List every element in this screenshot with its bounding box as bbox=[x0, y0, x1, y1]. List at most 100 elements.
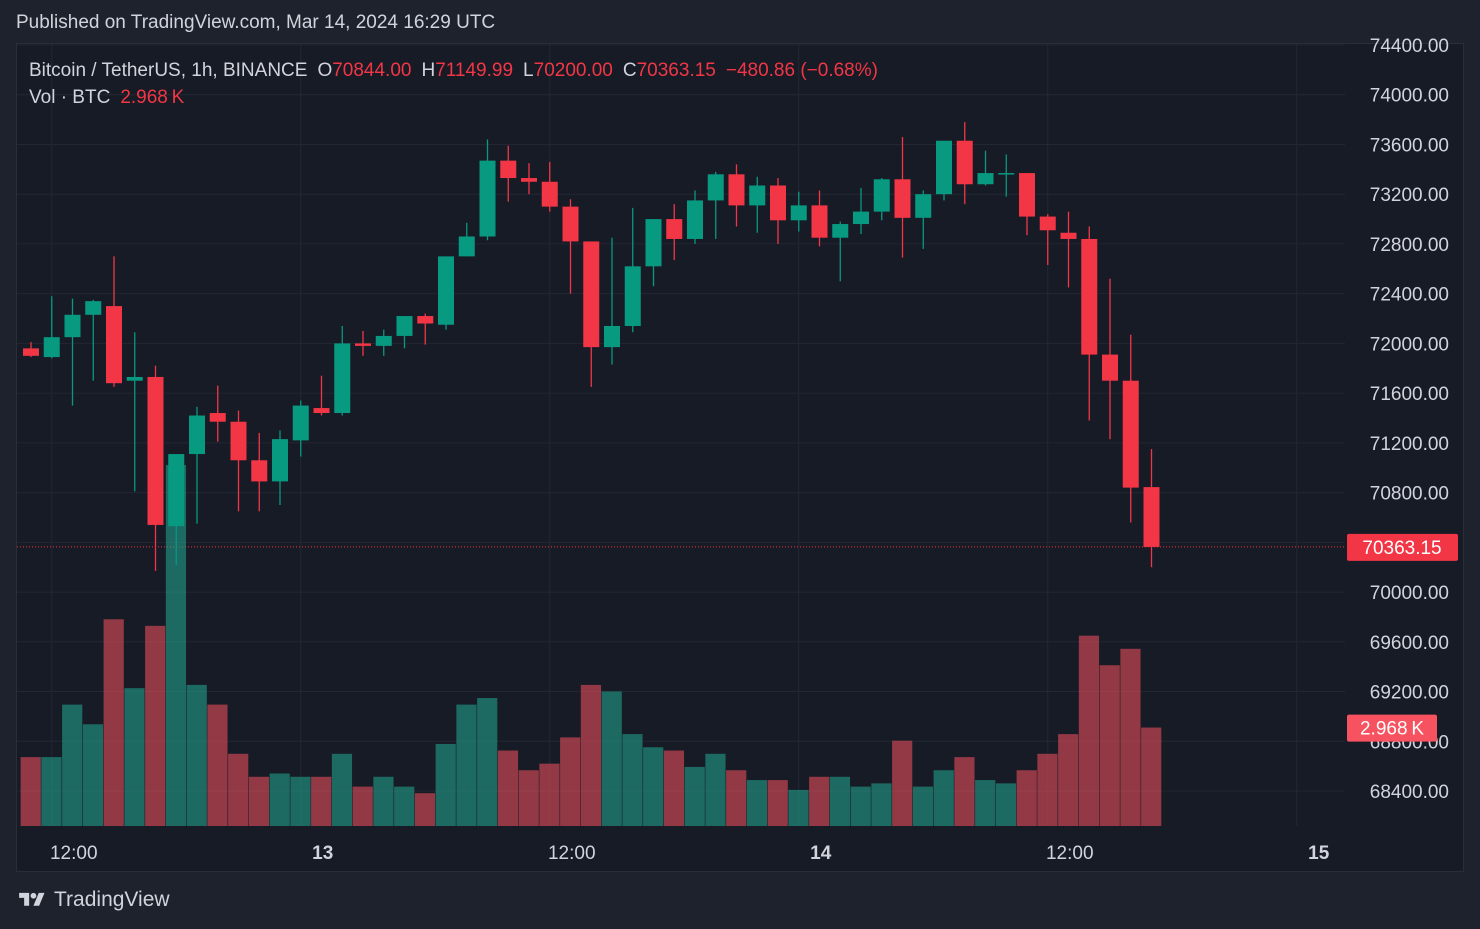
volume-bar bbox=[477, 698, 498, 826]
candle-body bbox=[272, 439, 288, 482]
volume-bar bbox=[560, 737, 581, 826]
volume-bar bbox=[539, 763, 560, 826]
volume-bar bbox=[435, 743, 456, 826]
footer-brand[interactable]: TradingView bbox=[16, 888, 170, 912]
y-axis-tick-label: 73200.00 bbox=[1370, 185, 1449, 206]
last-volume-label: 2.968 K bbox=[1360, 719, 1424, 740]
volume-bar bbox=[352, 786, 373, 826]
candle-body bbox=[251, 460, 268, 482]
volume-bar bbox=[456, 704, 477, 826]
x-axis-tick-label: 12:00 bbox=[548, 843, 596, 864]
candle-layer bbox=[23, 122, 1160, 571]
volume-bar bbox=[82, 724, 104, 826]
candle-body bbox=[126, 376, 143, 381]
legend-volume-row: Vol · BTC 2.968 K bbox=[29, 84, 878, 111]
volume-bar bbox=[601, 691, 622, 826]
volume-bar bbox=[1058, 734, 1079, 826]
legend-symbol[interactable]: Bitcoin / TetherUS, 1h, BINANCE bbox=[29, 60, 308, 81]
candle-body bbox=[832, 224, 849, 238]
footer-brand-label: TradingView bbox=[54, 888, 170, 911]
y-axis-tick-label: 68400.00 bbox=[1370, 782, 1449, 803]
candle-body bbox=[562, 206, 579, 242]
volume-bar bbox=[643, 747, 664, 826]
volume-bar bbox=[809, 776, 830, 826]
candle-body bbox=[147, 376, 164, 525]
volume-bar bbox=[1120, 648, 1141, 826]
volume-bar bbox=[248, 776, 270, 826]
volume-bar bbox=[165, 465, 187, 826]
x-axis-tick-label: 12:00 bbox=[1046, 843, 1094, 864]
chart-frame[interactable] bbox=[16, 43, 1464, 872]
volume-bar bbox=[41, 757, 62, 826]
candle-body bbox=[106, 306, 122, 384]
legend-high-label: H bbox=[421, 60, 436, 81]
x-axis-tick-label: 14 bbox=[810, 843, 832, 864]
volume-bar bbox=[1078, 635, 1100, 826]
candle-body bbox=[64, 314, 81, 338]
volume-bar bbox=[975, 780, 996, 826]
y-axis-tick-label: 71600.00 bbox=[1370, 384, 1449, 405]
volume-bar bbox=[892, 740, 913, 826]
y-axis-tick-label: 69600.00 bbox=[1370, 633, 1449, 654]
volume-bar bbox=[580, 684, 602, 826]
candle-body bbox=[500, 160, 517, 179]
volume-bar bbox=[912, 786, 934, 826]
volume-bar bbox=[269, 773, 290, 826]
candle-body bbox=[977, 173, 994, 185]
legend-volume-label[interactable]: Vol · BTC bbox=[29, 87, 111, 108]
candle-body bbox=[873, 179, 890, 212]
volume-bar bbox=[103, 619, 124, 826]
candle-body bbox=[998, 173, 1015, 175]
candle-body bbox=[770, 185, 786, 221]
legend-change-value: −480.86 (−0.68%) bbox=[725, 60, 878, 81]
x-axis-tick-label: 15 bbox=[1308, 843, 1330, 864]
volume-bar bbox=[145, 625, 166, 826]
candle-body bbox=[604, 325, 620, 348]
x-axis-tick-label: 13 bbox=[312, 843, 333, 864]
y-axis-tick-label: 70800.00 bbox=[1370, 484, 1449, 505]
volume-bar bbox=[933, 770, 954, 826]
candle-body bbox=[1143, 487, 1160, 547]
legend-close-value: 70363.15 bbox=[636, 60, 716, 81]
volume-bar bbox=[850, 786, 871, 826]
candle-body bbox=[313, 408, 330, 414]
volume-bar bbox=[995, 783, 1017, 826]
volume-bar bbox=[62, 704, 83, 826]
legend-low-value: 70200.00 bbox=[533, 60, 613, 81]
volume-bar bbox=[746, 780, 768, 826]
candle-body bbox=[1102, 354, 1118, 381]
volume-bar bbox=[622, 734, 643, 826]
candle-body bbox=[645, 219, 662, 267]
candle-body bbox=[853, 211, 869, 225]
volume-bar bbox=[394, 786, 415, 826]
candle-body bbox=[375, 335, 392, 346]
axis-layer: 74400.00 74000.00 73600.00 73200.00 72800.00… bbox=[50, 36, 1458, 864]
candle-body bbox=[1060, 232, 1077, 239]
volume-bar bbox=[1141, 727, 1162, 826]
legend-ohlc-row: Bitcoin / TetherUS, 1h, BINANCE O70844.00… bbox=[29, 57, 878, 84]
volume-bar bbox=[186, 684, 207, 826]
last-volume-badge bbox=[1347, 714, 1437, 742]
y-axis-tick-label: 72400.00 bbox=[1370, 285, 1449, 306]
volume-bar bbox=[829, 776, 851, 826]
tradingview-logo-icon bbox=[19, 892, 45, 906]
volume-bar bbox=[788, 789, 809, 826]
candle-body bbox=[85, 301, 102, 315]
candle-body bbox=[894, 179, 911, 218]
volume-bar bbox=[497, 750, 519, 826]
volume-bar bbox=[705, 753, 726, 826]
candle-body bbox=[956, 140, 973, 185]
candle-body bbox=[749, 185, 766, 206]
volume-bar bbox=[871, 783, 892, 826]
volume-bar bbox=[726, 770, 747, 826]
volume-layer bbox=[20, 465, 1162, 826]
candle-body bbox=[1081, 238, 1098, 355]
volume-bar bbox=[663, 750, 685, 826]
y-axis-tick-label: 70000.00 bbox=[1370, 583, 1449, 604]
candle-body bbox=[541, 181, 558, 207]
volume-bar bbox=[124, 688, 145, 826]
candle-body bbox=[168, 454, 185, 527]
y-axis-tick-label: 72800.00 bbox=[1370, 235, 1449, 256]
volume-bar bbox=[684, 766, 705, 826]
